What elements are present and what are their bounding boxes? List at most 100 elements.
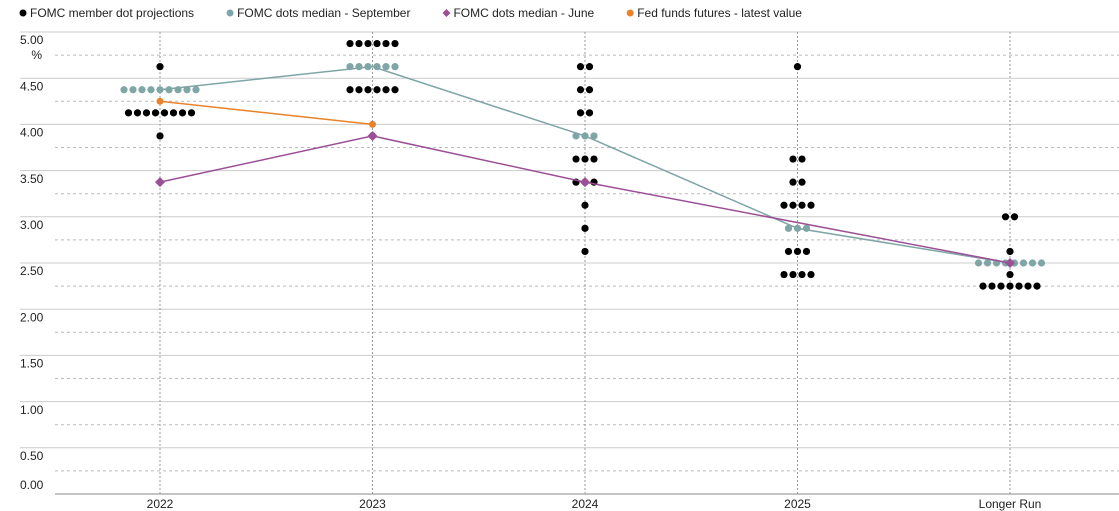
member-dot xyxy=(364,39,372,48)
member-dot xyxy=(1033,282,1041,290)
member-dot xyxy=(138,86,146,94)
x-tick-label: 2025 xyxy=(784,497,811,511)
member-dot xyxy=(133,109,142,117)
member-dot xyxy=(120,86,128,94)
member-dot xyxy=(581,224,589,232)
member-dot xyxy=(807,201,815,209)
member-dot xyxy=(798,178,806,186)
line xyxy=(159,100,373,126)
member-dot xyxy=(576,109,585,117)
member-dot xyxy=(798,270,806,279)
y-tick-label: 2.00 xyxy=(20,310,44,324)
legend-label: FOMC member dot projections xyxy=(30,6,194,20)
member-dot xyxy=(160,109,169,117)
x-tick-label: 2024 xyxy=(572,497,599,511)
member-dot xyxy=(1006,282,1014,290)
legend-marker xyxy=(226,9,234,17)
member-dot xyxy=(585,109,594,117)
member-dot xyxy=(576,86,585,94)
member-dot xyxy=(156,132,164,140)
member-dot xyxy=(382,39,390,48)
member-dot xyxy=(789,178,797,186)
member-dot xyxy=(391,63,399,71)
member-dot xyxy=(156,63,164,71)
member-dot xyxy=(346,39,354,48)
member-dot xyxy=(178,109,187,117)
member-dot xyxy=(1001,213,1010,221)
member-dot xyxy=(979,282,987,290)
member-dot xyxy=(576,63,585,71)
member-dot xyxy=(793,63,802,71)
member-dot xyxy=(807,270,815,279)
member-dot xyxy=(391,39,399,48)
y-tick-label: 4.00 xyxy=(20,126,44,140)
member-dot xyxy=(997,282,1005,290)
marker xyxy=(156,97,164,105)
marker xyxy=(367,130,378,141)
member-dot xyxy=(1037,259,1046,267)
y-axis-label: % xyxy=(31,48,42,62)
marker xyxy=(155,177,165,188)
marker xyxy=(580,177,590,188)
member-dot xyxy=(784,247,793,256)
member-dot xyxy=(346,86,354,94)
legend-marker xyxy=(442,9,451,17)
member-dot xyxy=(581,247,589,256)
member-dot xyxy=(590,132,598,140)
x-tick-label: 2022 xyxy=(147,497,174,511)
member-dot xyxy=(988,282,996,290)
line xyxy=(159,65,1011,264)
member-dot xyxy=(581,155,589,163)
member-dot xyxy=(1010,213,1019,221)
y-tick-label: 4.50 xyxy=(20,79,44,93)
member-dot xyxy=(147,86,155,94)
y-tick-label: 0.00 xyxy=(20,478,44,492)
x-tick-label: 2023 xyxy=(359,497,386,511)
member-dot xyxy=(373,39,381,48)
member-dot xyxy=(124,109,133,117)
member-dot xyxy=(789,155,797,163)
member-dot xyxy=(590,155,598,163)
legend-label: Fed funds futures - latest value xyxy=(637,6,802,20)
member-dot xyxy=(780,270,788,279)
member-dot xyxy=(789,270,797,279)
y-tick-label: 1.00 xyxy=(20,403,44,417)
member-dot xyxy=(585,86,594,94)
member-dot xyxy=(798,155,806,163)
member-dot xyxy=(355,63,363,71)
member-dot xyxy=(789,201,797,209)
member-dot xyxy=(793,247,802,256)
member-dot xyxy=(382,63,390,71)
member-dot xyxy=(581,201,589,209)
member-dot xyxy=(183,86,191,94)
marker xyxy=(369,120,376,128)
member-dot xyxy=(355,86,363,94)
member-dot xyxy=(151,109,160,117)
y-tick-label: 3.00 xyxy=(20,218,44,232)
member-dot xyxy=(1019,259,1028,267)
y-tick-label: 5.00 xyxy=(20,33,44,47)
member-dot xyxy=(1024,282,1032,290)
legend-label: FOMC dots median - September xyxy=(237,6,410,20)
member-dot xyxy=(142,109,151,117)
member-dot xyxy=(974,259,983,267)
y-tick-label: 2.50 xyxy=(20,264,44,278)
member-dot xyxy=(391,86,399,94)
member-dot xyxy=(572,155,580,163)
legend-label: FOMC dots median - June xyxy=(453,6,594,20)
member-dot xyxy=(192,86,200,94)
member-dot xyxy=(798,201,806,209)
member-dot xyxy=(784,224,793,232)
legend-marker xyxy=(626,9,634,17)
member-dot xyxy=(1006,247,1014,256)
member-dot xyxy=(373,86,381,94)
x-tick-label: Longer Run xyxy=(979,497,1042,511)
member-dot xyxy=(1015,282,1023,290)
member-dot xyxy=(802,247,811,256)
member-dot xyxy=(364,86,372,94)
marker xyxy=(1005,258,1015,268)
y-tick-label: 3.50 xyxy=(20,172,44,186)
member-dot xyxy=(585,63,594,71)
member-dot xyxy=(1006,270,1014,279)
